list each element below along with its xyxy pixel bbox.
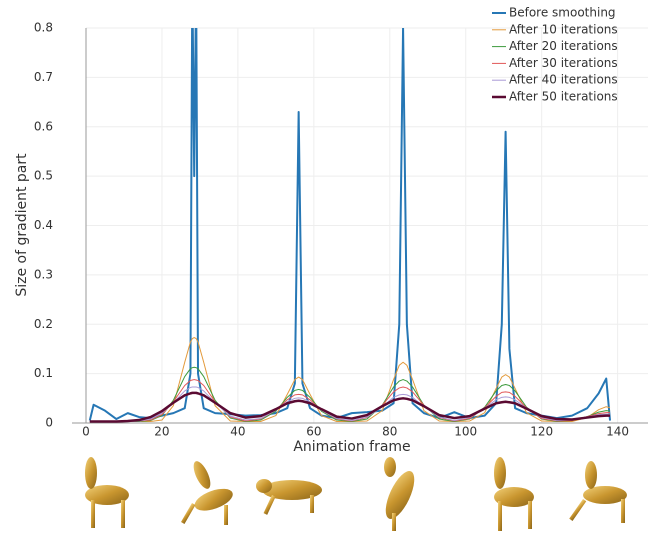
- legend-label: After 40 iterations: [509, 73, 618, 87]
- legend-label: Before smoothing: [509, 6, 616, 20]
- series-line: [90, 387, 610, 422]
- y-tick-label: 0.2: [34, 317, 53, 331]
- legend-label: After 10 iterations: [509, 22, 618, 36]
- y-tick-label: 0.1: [34, 366, 53, 380]
- x-tick-label: 100: [454, 425, 477, 439]
- series-line: [90, 338, 610, 422]
- y-axis-title: Size of gradient part: [14, 153, 30, 297]
- x-tick-label: 80: [382, 425, 397, 439]
- y-tick-label: 0.4: [34, 218, 53, 232]
- x-tick-label: 140: [606, 425, 629, 439]
- x-tick-label: 60: [306, 425, 321, 439]
- legend-label: After 50 iterations: [509, 90, 618, 104]
- y-tick-label: 0.6: [34, 119, 53, 133]
- x-axis-title: Animation frame: [293, 439, 410, 455]
- grid: [86, 28, 648, 423]
- legend-label: After 30 iterations: [509, 56, 618, 70]
- x-tick-label: 40: [230, 425, 245, 439]
- x-tick-label: 120: [530, 425, 553, 439]
- animation-thumbnails: [85, 457, 627, 531]
- chart: Before smoothing After 10 iterations After…: [0, 0, 657, 536]
- y-tick-label: 0.3: [34, 267, 53, 281]
- series-line: [90, 393, 610, 422]
- y-tick-label: 0.8: [34, 21, 53, 35]
- x-tick-label: 0: [82, 425, 90, 439]
- y-tick-label: 0: [45, 416, 53, 430]
- y-tick-label: 0.7: [34, 70, 53, 84]
- y-tick-label: 0.5: [34, 169, 53, 183]
- legend: Before smoothing After 10 iterations After…: [492, 6, 618, 104]
- legend-label: After 20 iterations: [509, 39, 618, 53]
- x-tick-label: 20: [154, 425, 169, 439]
